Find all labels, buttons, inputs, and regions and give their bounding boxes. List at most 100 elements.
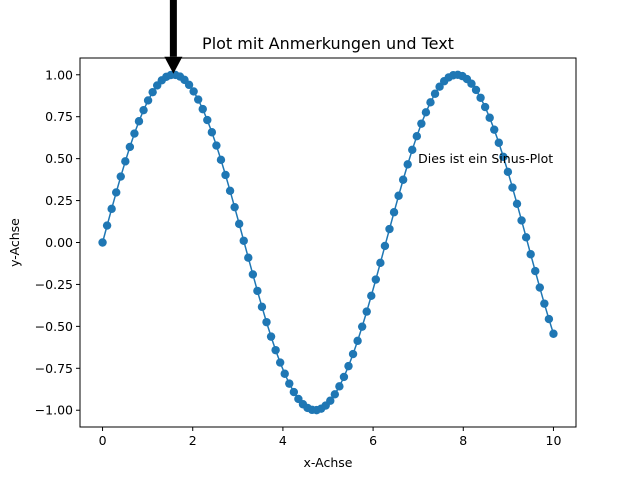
data-point: [344, 361, 353, 371]
data-point: [193, 95, 203, 104]
data-point: [230, 202, 239, 212]
data-point: [107, 204, 116, 214]
data-point: [271, 345, 280, 355]
data-point: [540, 299, 549, 308]
data-point: [371, 275, 381, 284]
x-tick-label: 6: [369, 433, 377, 448]
data-point: [326, 396, 335, 405]
data-point: [184, 80, 194, 90]
data-point: [189, 87, 198, 96]
data-point: [412, 131, 422, 141]
data-point: [544, 314, 554, 324]
data-point: [248, 270, 258, 279]
x-axis-label: x-Achse: [304, 455, 353, 470]
data-point: [353, 336, 362, 346]
data-point: [134, 117, 144, 126]
y-tick-label: 1.00: [45, 67, 73, 82]
data-point: [417, 119, 426, 128]
data-point: [203, 115, 212, 125]
data-point: [244, 253, 253, 262]
data-point: [289, 387, 299, 397]
annotation-arrow-head: [164, 56, 183, 74]
data-point: [357, 322, 367, 331]
data-point: [221, 170, 230, 180]
data-point: [512, 199, 522, 208]
data-point: [421, 108, 431, 117]
data-point: [408, 145, 417, 155]
data-point: [330, 390, 340, 399]
data-point: [285, 379, 294, 388]
data-point: [430, 89, 440, 98]
data-point: [212, 141, 221, 150]
x-tick-label: 4: [279, 433, 287, 448]
data-point: [403, 160, 412, 169]
data-point: [148, 87, 157, 97]
y-tick-label: 0.25: [45, 193, 73, 208]
data-point: [239, 236, 248, 245]
data-point: [508, 183, 517, 192]
plot-area: [98, 70, 558, 415]
x-tick-label: 2: [189, 433, 197, 448]
data-point: [367, 291, 376, 301]
data-point: [494, 138, 503, 147]
data-point: [499, 152, 508, 162]
data-point: [125, 142, 135, 152]
data-point: [280, 369, 289, 378]
data-point: [531, 266, 540, 276]
data-point: [198, 104, 207, 114]
x-tick-label: 8: [459, 433, 467, 448]
data-point: [503, 167, 513, 177]
data-point: [348, 349, 358, 359]
data-point: [521, 233, 531, 242]
data-point: [102, 221, 112, 230]
y-tick-label: −1.00: [35, 403, 73, 418]
data-point: [526, 250, 535, 259]
data-point: [262, 317, 271, 327]
data-point: [207, 128, 217, 137]
y-tick-label: −0.50: [35, 319, 73, 334]
data-point: [335, 382, 344, 391]
x-tick-label: 0: [99, 433, 107, 448]
series-line: [101, 74, 555, 411]
data-point: [426, 98, 435, 107]
data-point: [266, 332, 276, 341]
x-axis: 0 2 4 6 8 10: [99, 427, 562, 448]
data-point: [216, 155, 226, 165]
data-point: [225, 186, 235, 195]
data-point: [121, 157, 130, 166]
annotation-text: Dies ist ein Sinus-Plot: [418, 151, 553, 166]
data-point: [535, 283, 544, 292]
data-point: [130, 129, 139, 138]
annotations: Dies ist ein Sinus-Plot: [164, 0, 553, 166]
data-point: [549, 329, 558, 338]
chart-title: Plot mit Anmerkungen und Text: [202, 34, 454, 53]
y-tick-label: 0.00: [45, 235, 73, 250]
data-point: [394, 191, 403, 200]
data-point: [257, 302, 267, 312]
data-point: [98, 238, 107, 247]
data-point: [275, 358, 285, 367]
data-point: [339, 372, 349, 382]
y-axis: −1.00 −0.75 −0.50 −0.25 0.00 0.25 0.50 0.75 1.00: [35, 67, 80, 418]
x-tick-label: 10: [546, 433, 562, 448]
data-point: [362, 307, 371, 316]
data-point: [234, 219, 244, 229]
y-tick-label: −0.25: [35, 277, 73, 292]
data-point: [139, 105, 148, 115]
data-point: [116, 172, 125, 181]
data-point: [112, 188, 121, 197]
data-point: [467, 79, 476, 88]
data-point: [476, 93, 485, 102]
data-point: [143, 96, 153, 105]
data-point: [471, 85, 481, 95]
y-tick-label: 0.50: [45, 151, 73, 166]
data-point: [253, 286, 262, 296]
data-point: [517, 216, 526, 225]
data-point: [480, 102, 490, 112]
data-point: [385, 224, 394, 234]
y-axis-label: y-Achse: [7, 218, 22, 267]
data-point: [389, 208, 399, 217]
data-point: [485, 113, 494, 122]
data-point: [398, 175, 408, 184]
